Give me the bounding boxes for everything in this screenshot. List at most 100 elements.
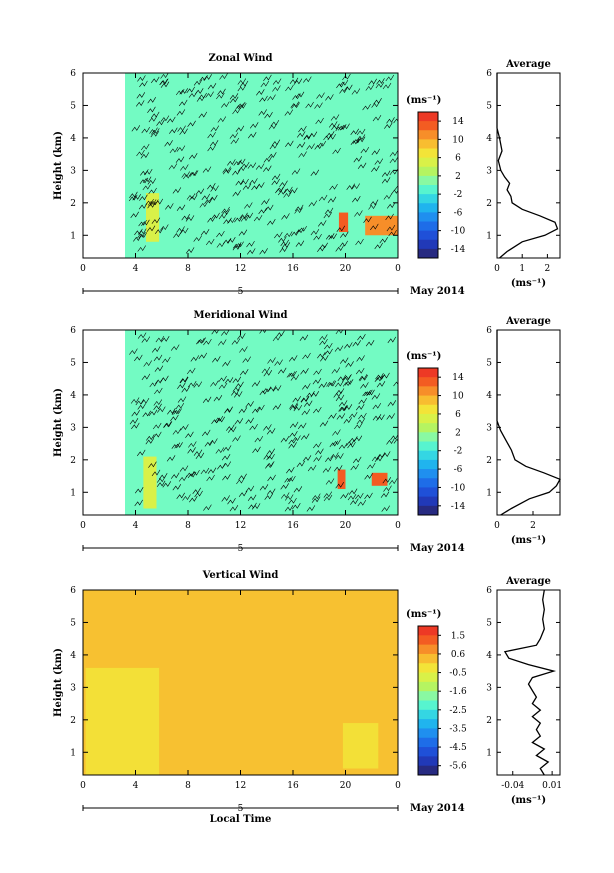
wind-barb <box>365 84 375 91</box>
wind-barb <box>210 380 219 387</box>
profile-y-tick-label: 1 <box>486 231 492 241</box>
wind-barb <box>285 84 294 92</box>
wind-barb <box>352 196 361 203</box>
wind-barb <box>175 156 185 163</box>
wind-barb <box>259 330 267 334</box>
wind-barb <box>153 403 162 410</box>
wind-barb <box>328 121 338 128</box>
wind-barb <box>284 109 294 116</box>
heatmap-region <box>146 193 160 242</box>
wind-barb <box>198 92 207 100</box>
wind-barb <box>147 97 156 104</box>
wind-barb <box>267 357 276 364</box>
wind-barb <box>262 386 272 393</box>
wind-barb <box>276 330 285 337</box>
x-tick-label: 0 <box>395 521 401 531</box>
wind-barb <box>267 474 276 482</box>
wind-barb <box>381 451 391 458</box>
wind-barb <box>355 492 364 500</box>
wind-barb <box>310 228 320 236</box>
wind-barb <box>199 75 208 82</box>
x-tick-label: 16 <box>287 781 299 791</box>
wind-barb <box>245 417 254 424</box>
wind-barb <box>370 223 379 231</box>
wind-barb <box>222 461 232 468</box>
wind-barb <box>355 238 364 246</box>
wind-barb <box>268 123 278 130</box>
wind-barb <box>147 106 156 113</box>
wind-barb <box>221 209 230 216</box>
wind-barb <box>368 203 377 210</box>
y-tick-label: 6 <box>70 326 76 336</box>
colorbar-tick-label: -10 <box>451 227 466 237</box>
wind-barb <box>284 494 294 501</box>
wind-barb <box>362 103 371 111</box>
wind-barb <box>351 183 360 190</box>
wind-barb <box>326 380 335 387</box>
colorbar-segment <box>418 450 438 461</box>
wind-barb <box>271 178 280 186</box>
profile-x-tick-label: 2 <box>545 264 551 274</box>
wind-barb <box>310 391 320 398</box>
wind-barb <box>322 466 332 473</box>
heatmap-fill <box>125 330 398 515</box>
wind-barb <box>265 461 275 468</box>
wind-barb <box>288 497 297 505</box>
wind-barb <box>231 389 240 396</box>
wind-barb <box>169 127 178 134</box>
wind-barb <box>389 150 398 157</box>
wind-barb <box>222 474 231 481</box>
wind-barb <box>236 158 246 166</box>
wind-barb <box>222 168 232 175</box>
wind-barb <box>160 81 170 88</box>
wind-barb <box>335 380 344 388</box>
wind-barb <box>336 225 346 232</box>
colorbar-tick-label: 10 <box>452 392 464 402</box>
wind-barb <box>141 373 151 381</box>
colorbar-segment <box>418 478 438 488</box>
wind-barb <box>374 455 384 462</box>
colorbar-tick-label: -1.6 <box>449 687 467 697</box>
wind-barb <box>371 165 380 172</box>
wind-barb <box>249 178 258 185</box>
wind-barb <box>159 78 168 86</box>
colorbar-tick-label: -6 <box>454 208 463 218</box>
wind-barb <box>327 196 337 203</box>
wind-barb <box>354 422 363 430</box>
wind-barb <box>206 474 215 482</box>
x-tick-label: 12 <box>235 781 246 791</box>
wind-barb <box>300 396 310 403</box>
heatmap-region <box>125 73 398 258</box>
wind-barb <box>376 78 385 85</box>
colorbar-unit: (ms⁻¹) <box>406 95 441 106</box>
wind-barb <box>192 487 201 494</box>
wind-barb <box>227 217 236 224</box>
profile-line <box>503 589 557 776</box>
wind-barb <box>216 241 226 248</box>
wind-barb <box>160 73 169 79</box>
wind-barb <box>380 491 390 498</box>
wind-barb <box>148 115 158 123</box>
wind-barb <box>176 145 186 152</box>
heatmap-fill <box>125 73 398 258</box>
wind-barb <box>371 148 381 156</box>
wind-barb <box>242 356 251 363</box>
wind-barb <box>150 111 160 119</box>
wind-barb <box>232 385 242 392</box>
wind-barb <box>247 132 257 139</box>
wind-barb <box>140 143 150 151</box>
wind-barb <box>196 338 205 345</box>
wind-barb <box>264 112 273 119</box>
wind-barb <box>325 478 335 485</box>
colorbar-segment <box>418 166 438 177</box>
wind-barb <box>389 168 398 176</box>
wind-barb <box>198 352 208 360</box>
wind-barb <box>217 88 226 95</box>
wind-barb <box>172 428 182 435</box>
wind-barb <box>334 345 344 352</box>
wind-barb <box>259 95 268 103</box>
wind-barb <box>139 80 148 88</box>
wind-barb <box>141 126 150 134</box>
wind-barb <box>167 116 176 124</box>
wind-barb <box>244 202 253 209</box>
